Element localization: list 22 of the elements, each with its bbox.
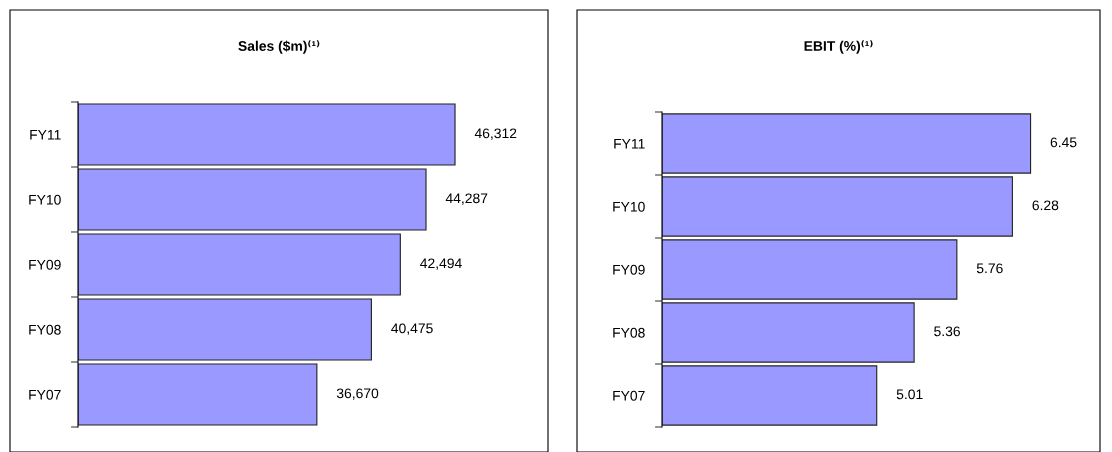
- data-label: 44,287: [445, 193, 488, 205]
- data-label: 6.28: [1032, 200, 1059, 211]
- data-label: 36,670: [336, 388, 379, 400]
- y-tick-label: FY10: [29, 194, 61, 205]
- chart-title: EBIT (%)⁽¹⁾: [804, 40, 873, 54]
- y-tick-label: FY09: [613, 264, 645, 275]
- y-tick-label: FY08: [29, 324, 61, 335]
- y-tick-label: FY09: [29, 259, 61, 270]
- chart-title: Sales ($m)⁽¹⁾: [238, 40, 320, 54]
- data-label: 46,312: [474, 128, 517, 140]
- data-label: 5.76: [976, 263, 1003, 274]
- y-tick-label: FY11: [30, 129, 61, 140]
- y-tick-label: FY11: [614, 138, 645, 149]
- y-tick-label: FY10: [613, 201, 645, 212]
- y-tick-label: FY07: [29, 389, 61, 400]
- data-label: 6.45: [1050, 137, 1077, 148]
- y-tick-label: FY07: [613, 390, 645, 401]
- data-label: 40,475: [391, 323, 433, 335]
- data-label: 5.01: [896, 389, 923, 400]
- data-label: 42,494: [420, 258, 462, 270]
- data-label: 5.36: [934, 326, 960, 337]
- y-tick-label: FY08: [613, 327, 645, 338]
